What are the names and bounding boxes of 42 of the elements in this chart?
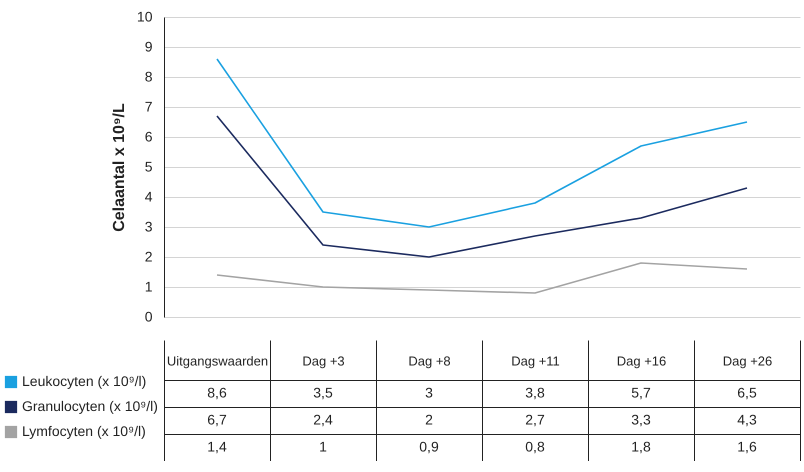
data-label: 2	[425, 412, 434, 428]
legend-label: Lymfocyten (x 10⁹/l)	[22, 423, 146, 439]
data-label: 2,7	[525, 412, 545, 428]
data-label: 0,8	[525, 438, 545, 454]
data-label: 6,5	[737, 384, 757, 400]
data-label: 1,6	[737, 438, 757, 454]
x-tick-label: Dag +11	[511, 354, 560, 368]
data-label: 3,5	[313, 384, 333, 400]
legend-label: Leukocyten (x 10⁹/l)	[22, 373, 146, 389]
data-label: 2,4	[313, 412, 333, 428]
y-tick-label: 7	[144, 98, 153, 114]
x-tick-label: Uitgangswaarden	[166, 354, 268, 368]
y-axis-title: Celaantal x 10⁹/L	[110, 103, 128, 232]
data-label: 8,6	[207, 384, 227, 400]
data-label: 1,4	[207, 438, 227, 454]
data-label: 1,8	[631, 438, 651, 454]
data-label: 3	[425, 384, 434, 400]
y-tick-label: 5	[144, 158, 153, 174]
y-tick-label: 4	[144, 188, 153, 204]
data-label: 4,3	[737, 412, 757, 428]
line-series	[216, 58, 748, 228]
y-tick-label: 8	[144, 68, 153, 84]
data-label: 1	[319, 438, 328, 454]
legend-label: Granulocyten (x 10⁹/l)	[22, 398, 158, 414]
y-tick-label: 3	[144, 218, 153, 234]
y-tick-label: 9	[144, 38, 153, 54]
data-label: 3,3	[631, 412, 651, 428]
data-label: 0,9	[419, 438, 439, 454]
y-tick-label: 0	[144, 308, 153, 324]
y-tick-label: 10	[136, 8, 153, 24]
y-tick-label: 2	[144, 248, 153, 264]
x-tick-label: Dag +26	[722, 354, 772, 368]
y-tick-label: 6	[144, 128, 153, 144]
y-tick-label: 1	[144, 278, 153, 294]
line-series	[216, 115, 748, 258]
x-tick-label: Dag +3	[302, 354, 345, 368]
x-tick-label: Dag +8	[408, 354, 451, 368]
x-tick-label: Dag +16	[616, 354, 666, 368]
data-label: 5,7	[631, 384, 651, 400]
data-label: 6,7	[207, 412, 227, 428]
line-series	[216, 262, 748, 294]
data-label: 3,8	[525, 384, 545, 400]
